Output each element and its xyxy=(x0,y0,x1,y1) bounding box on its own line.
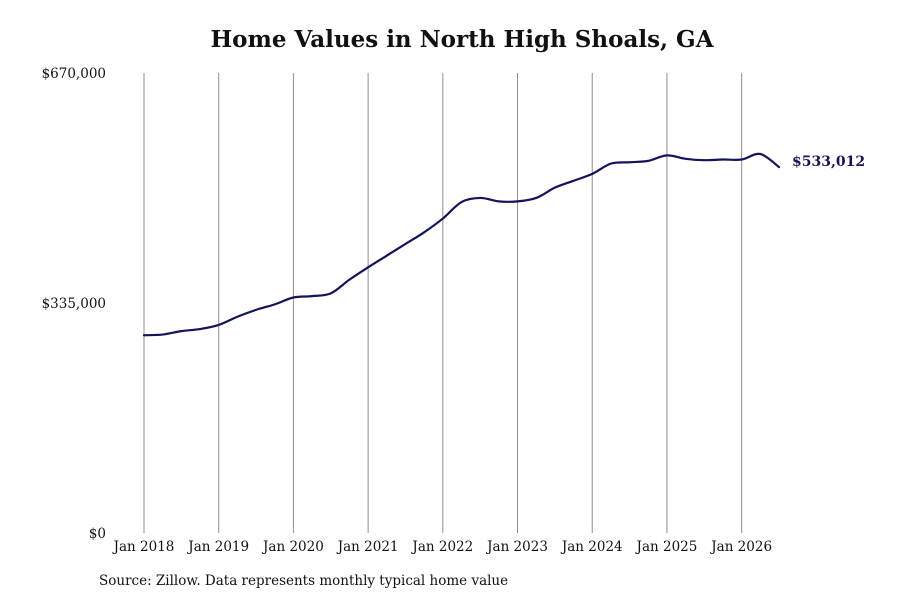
x-tick-label: Jan 2021 xyxy=(336,539,399,555)
home-value-series-line xyxy=(142,152,781,337)
x-tick-label: Jan 2022 xyxy=(410,539,473,555)
y-tick-label: $0 xyxy=(89,526,106,542)
vertical-grid xyxy=(143,73,743,533)
x-tick-label: Jan 2023 xyxy=(485,539,548,555)
latest-value-label: $533,012 xyxy=(792,154,865,170)
x-tick-label: Jan 2024 xyxy=(560,539,623,555)
x-tick-label: Jan 2025 xyxy=(635,539,698,555)
chart-title: Home Values in North High Shoals, GA xyxy=(210,26,714,53)
y-tick-label: $335,000 xyxy=(42,296,106,312)
x-tick-label: Jan 2019 xyxy=(186,539,249,555)
y-tick-label: $670,000 xyxy=(42,66,106,82)
x-tick-label: Jan 2018 xyxy=(112,539,175,555)
x-axis-ticks: Jan 2018 Jan 2019 Jan 2020 Jan 2021 Jan 2022… xyxy=(112,539,772,555)
y-axis-ticks: $0 $335,000 $670,000 xyxy=(42,66,106,542)
x-tick-label: Jan 2020 xyxy=(261,539,324,555)
source-note: Source: Zillow. Data represents monthly … xyxy=(99,573,509,589)
x-tick-label: Jan 2026 xyxy=(709,539,772,555)
